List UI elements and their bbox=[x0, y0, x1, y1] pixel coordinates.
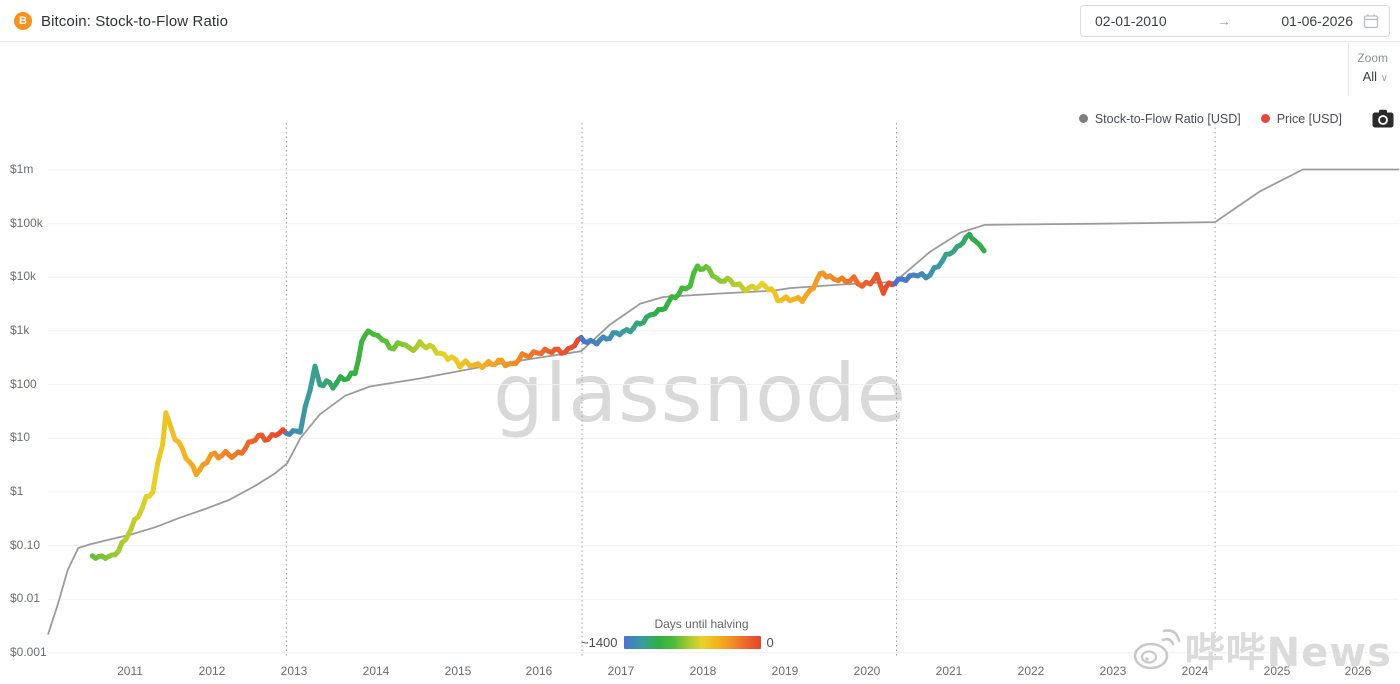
x-axis-label: 2023 bbox=[1099, 664, 1127, 678]
y-axis-label: $10k bbox=[10, 269, 37, 283]
colorbar-max-label: 0 bbox=[766, 635, 774, 650]
page-title: Bitcoin: Stock-to-Flow Ratio bbox=[41, 12, 229, 30]
glassnode-watermark: glassnode bbox=[492, 347, 908, 440]
date-range-arrow-icon: → bbox=[1217, 13, 1231, 29]
colorbar-title: Days until halving bbox=[654, 617, 749, 631]
price-line bbox=[89, 231, 987, 561]
s2f-model-line bbox=[47, 168, 1400, 635]
x-axis-label: 2024 bbox=[1181, 664, 1209, 678]
gridlines bbox=[48, 169, 1399, 654]
x-axis-label: 2016 bbox=[525, 664, 553, 678]
x-axis-label: 2019 bbox=[771, 664, 799, 678]
chevron-down-icon: ∨ bbox=[1380, 73, 1388, 84]
chart-title-block: B Bitcoin: Stock-to-Flow Ratio bbox=[14, 0, 228, 42]
x-axis-label: 2017 bbox=[607, 664, 635, 678]
zoom-range-select[interactable]: All ∨ bbox=[1357, 69, 1388, 84]
date-end-field[interactable]: 01-06-2026 bbox=[1281, 13, 1353, 29]
y-axis-label: $1 bbox=[10, 484, 24, 498]
x-axis-label: 2018 bbox=[689, 664, 717, 678]
colorbar-min-label: ~1400 bbox=[581, 635, 618, 650]
legend-item-label: Price [USD] bbox=[1276, 111, 1342, 126]
x-axis-label: 2014 bbox=[362, 664, 390, 678]
camera-icon[interactable] bbox=[1372, 109, 1394, 128]
halving-colorbar: Days until halving ~1400 0 bbox=[581, 617, 774, 650]
bitcoin-icon: B bbox=[14, 12, 32, 30]
y-axis-label: $0.10 bbox=[10, 538, 41, 552]
colorbar-gradient bbox=[623, 636, 761, 649]
legend-item[interactable]: Stock-to-Flow Ratio [USD] bbox=[1078, 111, 1241, 126]
zoom-control: Zoom All ∨ bbox=[1357, 51, 1388, 84]
zoom-selected-value: All bbox=[1362, 69, 1378, 84]
y-axis-label: $1m bbox=[10, 162, 34, 176]
y-axis-label: $10 bbox=[10, 430, 31, 444]
x-axis-label: 2025 bbox=[1263, 664, 1291, 678]
toolbar-divider bbox=[1348, 42, 1349, 96]
date-start-field[interactable]: 02-01-2010 bbox=[1095, 13, 1167, 29]
legend-dot-icon bbox=[1078, 114, 1088, 123]
date-range-picker[interactable]: 02-01-2010 → 01-06-2026 bbox=[1080, 5, 1390, 37]
zoom-label: Zoom bbox=[1357, 51, 1388, 65]
x-axis-label: 2012 bbox=[198, 664, 226, 678]
chart-legend: Stock-to-Flow Ratio [USD] Price [USD] bbox=[1078, 109, 1394, 128]
y-axis-label: $100k bbox=[10, 216, 43, 230]
y-axis-label: $100 bbox=[10, 377, 37, 391]
x-axis-label: 2022 bbox=[1017, 664, 1045, 678]
x-axis-label: 2021 bbox=[935, 664, 963, 678]
x-axis-label: 2026 bbox=[1344, 664, 1372, 678]
y-axis-label: $1k bbox=[10, 323, 30, 337]
x-axis-label: 2015 bbox=[444, 664, 472, 678]
x-axis-label: 2020 bbox=[853, 664, 881, 678]
legend-dot-icon bbox=[1260, 114, 1270, 123]
halving-lines bbox=[285, 123, 1216, 658]
legend-item-label: Stock-to-Flow Ratio [USD] bbox=[1094, 111, 1241, 126]
legend-item[interactable]: Price [USD] bbox=[1260, 111, 1342, 126]
header: B Bitcoin: Stock-to-Flow Ratio 02-01-201… bbox=[0, 0, 1400, 42]
x-axis-label: 2011 bbox=[117, 664, 143, 678]
y-axis-label: $0.001 bbox=[10, 645, 47, 659]
calendar-icon[interactable] bbox=[1363, 13, 1379, 29]
y-axis-label: $0.01 bbox=[10, 591, 41, 605]
x-axis-label: 2013 bbox=[280, 664, 308, 678]
